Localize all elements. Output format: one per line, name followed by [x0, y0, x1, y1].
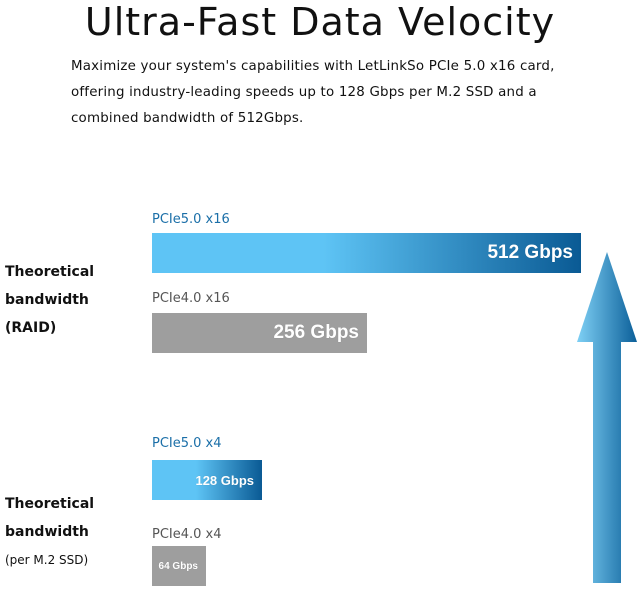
group-label-line: bandwidth [5, 524, 89, 540]
bar-pcie5-x16: 512 Gbps [152, 233, 581, 273]
group-label-raid: Theoretical bandwidth (RAID) [5, 258, 94, 342]
series-label-pcie4-x16: PCIe4.0 x16 [152, 291, 230, 306]
group-label-line: Theoretical [5, 264, 95, 280]
description: Maximize your system's capabilities with… [71, 54, 631, 132]
bar-pcie4-x16: 256 Gbps [152, 313, 367, 353]
bar-value-label: 512 Gbps [487, 242, 573, 263]
upward-arrow-icon [577, 252, 637, 583]
page-title: Ultra-Fast Data Velocity [84, 0, 556, 44]
bar-pcie4-x4: 64 Gbps [152, 546, 206, 586]
group-label-line: Theoretical [5, 496, 95, 512]
series-label-pcie5-x4: PCIe5.0 x4 [152, 436, 222, 451]
group-label-line: bandwidth [5, 292, 89, 308]
series-label-pcie4-x4: PCIe4.0 x4 [152, 527, 222, 542]
description-line: offering industry-leading speeds up to 1… [71, 85, 537, 100]
group-label-per-ssd: Theoretical bandwidth (per M.2 SSD) [5, 490, 94, 574]
description-line: combined bandwidth of 512Gbps. [71, 111, 304, 126]
bar-pcie5-x4: 128 Gbps [152, 460, 262, 500]
bar-value-label: 256 Gbps [273, 322, 359, 343]
series-label-pcie5-x16: PCIe5.0 x16 [152, 212, 230, 227]
bar-value-label: 64 Gbps [158, 560, 198, 572]
bar-value-label: 128 Gbps [195, 472, 254, 488]
group-label-line: (RAID) [5, 320, 57, 336]
group-label-line: (per M.2 SSD) [5, 553, 89, 567]
description-line: Maximize your system's capabilities with… [71, 59, 555, 74]
